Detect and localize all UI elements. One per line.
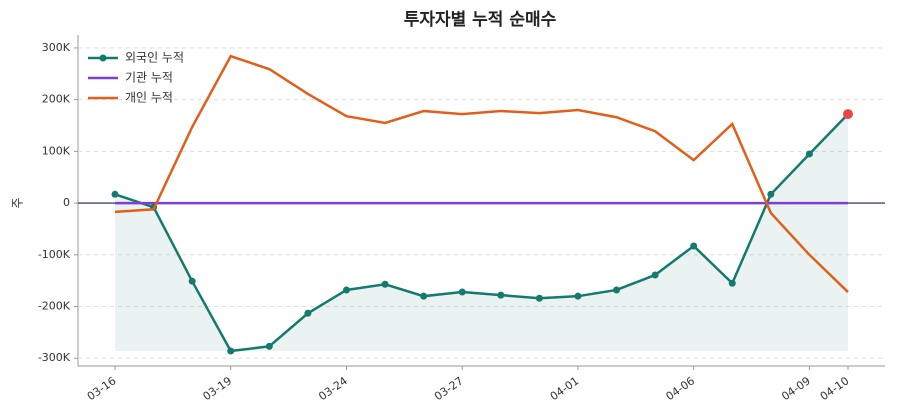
point (420, 292, 428, 300)
x-tick-label: 04-01 (548, 374, 582, 403)
point (843, 109, 853, 120)
point (458, 288, 466, 296)
point (111, 190, 119, 198)
point (574, 292, 582, 300)
y-tick-label: -300K (38, 351, 71, 364)
y-tick-label: 200K (42, 93, 71, 106)
y-tick-label: 300K (42, 41, 71, 54)
point (227, 347, 235, 355)
x-tick-label: 03-19 (201, 374, 235, 403)
y-tick-label: 100K (42, 144, 71, 157)
x-tick-label: 04-10 (818, 374, 852, 403)
point (728, 279, 736, 287)
x-tick-label: 04-06 (663, 374, 697, 403)
chart-title: 투자자별 누적 순매수 (404, 10, 557, 30)
point (690, 242, 698, 250)
point (651, 271, 659, 279)
y-axis-label: 주 (11, 197, 25, 208)
point (304, 309, 312, 317)
point (381, 280, 389, 288)
y-tick-label: -200K (38, 300, 71, 313)
legend-label: 개인 누적 (125, 91, 173, 105)
series-line (114, 54, 849, 293)
x-tick-label: 03-27 (432, 374, 466, 403)
x-tick-label: 03-16 (85, 374, 119, 403)
point (188, 277, 196, 285)
legend-marker (99, 54, 107, 62)
y-tick-label: -100K (38, 248, 71, 261)
point (613, 286, 621, 294)
point (497, 291, 505, 299)
x-tick-label: 03-24 (316, 374, 350, 403)
x-tick-label: 04-09 (779, 374, 813, 403)
legend-label: 기관 누적 (125, 71, 173, 85)
series-line (114, 113, 849, 353)
point (535, 294, 543, 302)
y-tick-label: 0 (63, 196, 70, 209)
point (805, 150, 813, 158)
point (342, 286, 350, 294)
area (115, 114, 848, 352)
point (265, 342, 273, 350)
legend-label: 외국인 누적 (125, 51, 184, 65)
point (767, 190, 775, 198)
